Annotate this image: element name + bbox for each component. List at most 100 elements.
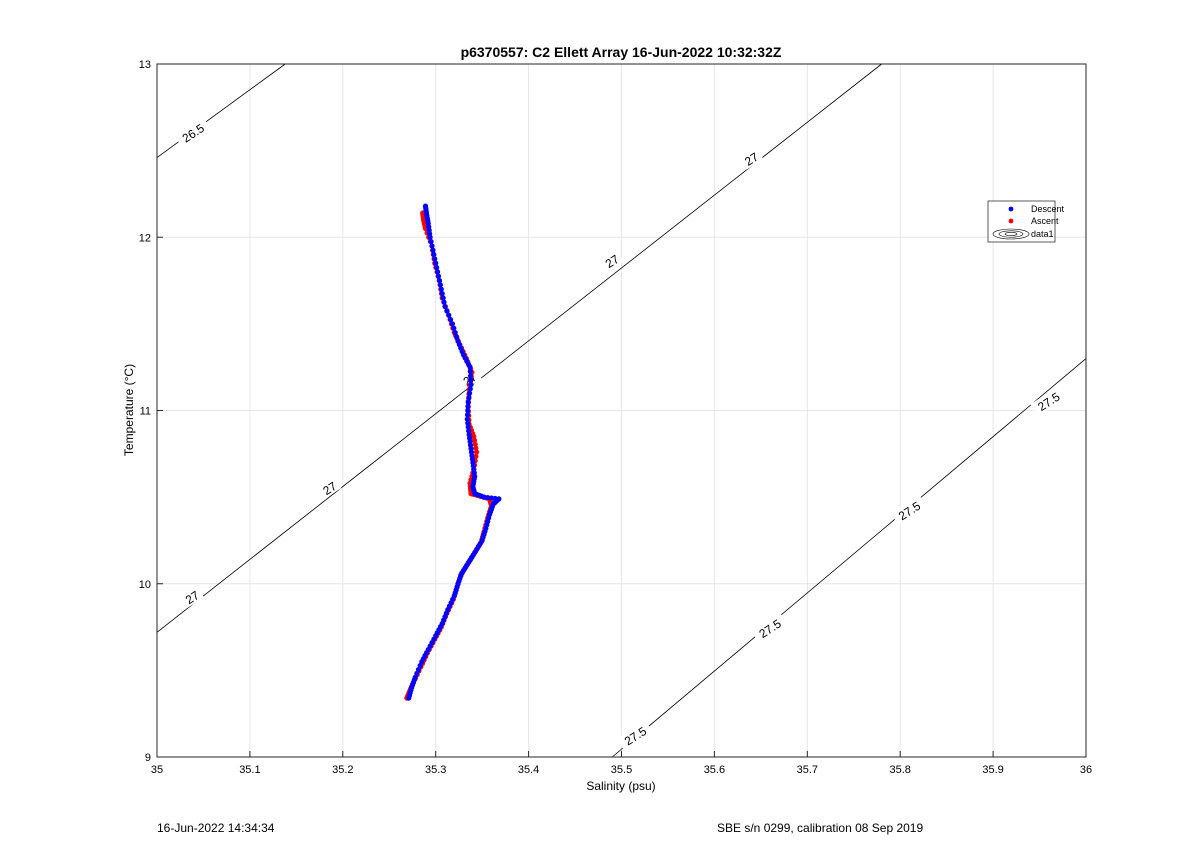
y-axis-label: Temperature (°C) bbox=[122, 364, 136, 456]
y-tick-label: 9 bbox=[145, 752, 151, 764]
ascent-point bbox=[473, 449, 480, 455]
x-tick-label: 35.4 bbox=[518, 764, 539, 776]
descent-point bbox=[431, 251, 437, 258]
contour-label: 27.5 bbox=[751, 612, 788, 644]
descent-point bbox=[451, 325, 457, 331]
chart-title: p6370557: C2 Ellett Array 16-Jun-2022 10… bbox=[461, 44, 782, 60]
x-tick-label: 35.2 bbox=[332, 764, 353, 776]
descent-point bbox=[438, 286, 444, 292]
contour-label-bg bbox=[599, 249, 624, 272]
descent-point bbox=[433, 260, 439, 266]
contour-label: 27 bbox=[179, 585, 204, 609]
descent-point bbox=[467, 390, 473, 396]
y-tick-label: 13 bbox=[139, 59, 151, 71]
contour-label: 27 bbox=[317, 476, 342, 499]
descent-point bbox=[467, 386, 473, 392]
descent-point bbox=[465, 399, 471, 405]
legend-contour-ring bbox=[992, 228, 1030, 240]
data-points bbox=[404, 203, 502, 701]
ascent-point bbox=[473, 445, 479, 451]
descent-point bbox=[440, 295, 446, 301]
x-axis-label: Salinity (psu) bbox=[586, 779, 655, 793]
legend-contour-ring bbox=[1004, 232, 1018, 236]
descent-point bbox=[430, 247, 436, 253]
descent-point bbox=[449, 321, 456, 327]
descent-point bbox=[436, 277, 443, 284]
legend-marker-descent bbox=[1008, 206, 1014, 212]
contour-label: 27.5 bbox=[890, 495, 928, 526]
x-tick-label: 35.1 bbox=[239, 764, 260, 776]
x-tick-label: 35.8 bbox=[889, 764, 910, 776]
contour-line-26.5 bbox=[156, 63, 286, 158]
descent-point bbox=[446, 312, 452, 318]
descent-point bbox=[447, 316, 454, 323]
contour-label-bg bbox=[751, 612, 788, 644]
legend-label-data1: data1 bbox=[1031, 229, 1054, 239]
descent-point bbox=[444, 308, 450, 314]
contour-label-bg bbox=[317, 476, 342, 499]
x-tick-label: 35.9 bbox=[982, 764, 1003, 776]
y-tick-label: 12 bbox=[139, 232, 151, 244]
descent-point bbox=[417, 663, 423, 669]
y-tick-label: 10 bbox=[139, 579, 151, 591]
descent-point bbox=[434, 269, 441, 275]
contour-line-27 bbox=[156, 63, 882, 633]
contour-label: 27.5 bbox=[1030, 385, 1067, 417]
descent-point bbox=[466, 432, 472, 438]
y-tick-label: 11 bbox=[140, 406, 151, 418]
ascent-point bbox=[472, 441, 478, 447]
descent-point bbox=[464, 416, 470, 422]
ascent-point bbox=[471, 437, 478, 443]
grid bbox=[156, 63, 1087, 758]
contour-label-bg bbox=[890, 495, 928, 526]
contour-label-bg bbox=[174, 117, 211, 148]
descent-point bbox=[468, 381, 474, 388]
descent-point bbox=[412, 674, 418, 680]
descent-point bbox=[429, 243, 435, 249]
descent-point bbox=[437, 282, 443, 288]
descent-point bbox=[464, 412, 471, 418]
contour-label-bg bbox=[738, 147, 764, 170]
footer-timestamp: 16-Jun-2022 14:34:34 bbox=[157, 821, 275, 835]
legend-marker-ascent bbox=[1008, 218, 1014, 224]
axis-ticks: 35 35.1 35.2 35.3 35.4 35.5 35.6 35.7 35.8 35.9 36… bbox=[139, 59, 1092, 776]
legend[interactable]: Descent Ascent data1 bbox=[987, 200, 1065, 243]
contour-label-bg bbox=[616, 720, 653, 751]
descent-point bbox=[466, 394, 472, 401]
x-tick-label: 35.6 bbox=[704, 764, 725, 776]
descent-point bbox=[432, 256, 438, 262]
descent-point bbox=[468, 377, 474, 383]
legend-contour-icon bbox=[992, 228, 1030, 240]
footer-calibration: SBE s/n 0299, calibration 08 Sep 2019 bbox=[717, 821, 924, 835]
contour-label: 26.5 bbox=[174, 117, 211, 148]
descent-point bbox=[452, 329, 458, 336]
legend-label-ascent: Ascent bbox=[1031, 216, 1059, 226]
descent-point bbox=[466, 428, 472, 434]
x-tick-label: 35.3 bbox=[425, 764, 446, 776]
legend-label-descent: Descent bbox=[1031, 204, 1065, 214]
descent-point bbox=[465, 420, 471, 426]
descent-point bbox=[434, 264, 440, 271]
descent-point bbox=[465, 407, 471, 414]
contour-label: 27.5 bbox=[616, 720, 653, 751]
legend-contour-ring bbox=[998, 230, 1024, 238]
descent-point bbox=[442, 303, 448, 310]
descent-point bbox=[441, 299, 447, 305]
descent-point bbox=[467, 373, 474, 379]
x-tick-label: 36 bbox=[1080, 764, 1092, 776]
x-tick-label: 35 bbox=[151, 764, 163, 776]
descent-point bbox=[414, 670, 420, 677]
legend-box bbox=[987, 200, 1056, 243]
contour-label-bg bbox=[1030, 385, 1067, 417]
x-tick-label: 35.5 bbox=[611, 764, 632, 776]
descent-point bbox=[435, 273, 442, 279]
descent-point bbox=[467, 368, 473, 375]
descent-point bbox=[454, 334, 460, 340]
descent-point bbox=[439, 290, 445, 297]
contour-line-27.5 bbox=[611, 358, 1087, 758]
contour-label: 27 bbox=[599, 249, 624, 272]
descent-point bbox=[415, 666, 422, 673]
descent-point bbox=[455, 338, 461, 344]
contour-label-bg bbox=[179, 585, 204, 609]
